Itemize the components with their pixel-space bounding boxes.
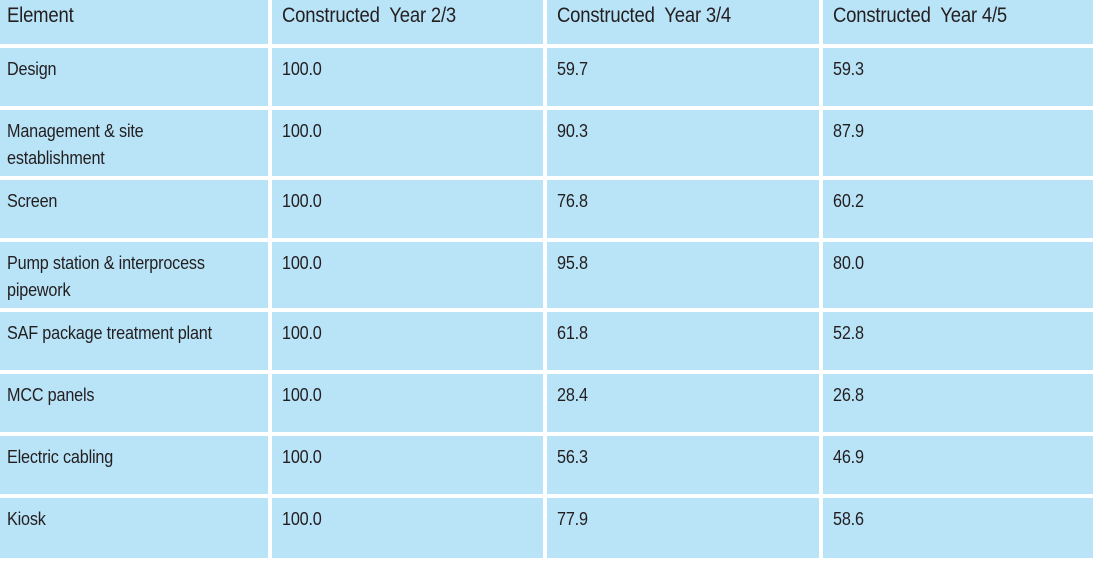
table-row-cell-year-2-3: 100.0 (272, 48, 543, 106)
table-row-cell-year-2-3: 100.0 (272, 498, 543, 558)
table-row-cell-year-3-4: 28.4 (547, 374, 819, 432)
element-label: Management & site establishment (7, 121, 144, 168)
value: 100.0 (282, 385, 322, 405)
table-row-cell-year-3-4: 95.8 (547, 242, 819, 308)
element-label: SAF package treatment plant (7, 323, 212, 343)
header-label: Constructed Year 4/5 (833, 4, 1008, 27)
table-row-cell-element: Kiosk (0, 498, 268, 558)
table-row-cell-year-4-5: 87.9 (823, 110, 1093, 176)
table-row-cell-year-2-3: 100.0 (272, 374, 543, 432)
header-cell-element: Element (0, 0, 268, 44)
table-row-cell-year-3-4: 76.8 (547, 180, 819, 238)
value: 28.4 (557, 385, 588, 405)
table-row-cell-year-3-4: 59.7 (547, 48, 819, 106)
table-row-cell-year-3-4: 56.3 (547, 436, 819, 494)
table-row-cell-year-4-5: 46.9 (823, 436, 1093, 494)
value: 60.2 (833, 191, 864, 211)
table-row-cell-year-2-3: 100.0 (272, 436, 543, 494)
value: 100.0 (282, 253, 322, 273)
value: 58.6 (833, 509, 864, 529)
value: 95.8 (557, 253, 588, 273)
table-row-cell-year-4-5: 59.3 (823, 48, 1093, 106)
value: 26.8 (833, 385, 864, 405)
value: 77.9 (557, 509, 588, 529)
table-row-cell-year-3-4: 61.8 (547, 312, 819, 370)
table-row-cell-year-2-3: 100.0 (272, 312, 543, 370)
header-cell-year-2-3: Constructed Year 2/3 (272, 0, 543, 44)
element-label: Electric cabling (7, 447, 114, 467)
value: 80.0 (833, 253, 864, 273)
header-label: Constructed Year 2/3 (282, 4, 457, 27)
header-cell-year-3-4: Constructed Year 3/4 (547, 0, 819, 44)
table-row-cell-year-3-4: 90.3 (547, 110, 819, 176)
value: 56.3 (557, 447, 588, 467)
value: 90.3 (557, 121, 588, 141)
element-label: Kiosk (7, 509, 46, 529)
table-row-cell-element: Design (0, 48, 268, 106)
value: 61.8 (557, 323, 588, 343)
table-row-cell-year-4-5: 52.8 (823, 312, 1093, 370)
table-row-cell-year-3-4: 77.9 (547, 498, 819, 558)
value: 46.9 (833, 447, 864, 467)
header-label: Constructed Year 3/4 (557, 4, 732, 27)
table-row-cell-year-2-3: 100.0 (272, 110, 543, 176)
header-label: Element (7, 4, 74, 27)
value: 87.9 (833, 121, 864, 141)
table-row-cell-year-2-3: 100.0 (272, 180, 543, 238)
value: 100.0 (282, 447, 322, 467)
table-row-cell-element: MCC panels (0, 374, 268, 432)
table-row-cell-year-2-3: 100.0 (272, 242, 543, 308)
value: 100.0 (282, 323, 322, 343)
value: 100.0 (282, 121, 322, 141)
table-row-cell-year-4-5: 80.0 (823, 242, 1093, 308)
value: 100.0 (282, 59, 322, 79)
element-label: MCC panels (7, 385, 95, 405)
value: 100.0 (282, 509, 322, 529)
element-label: Pump station & interprocess pipework (7, 253, 205, 300)
element-label: Design (7, 59, 57, 79)
table-row-cell-element: Screen (0, 180, 268, 238)
table-row-cell-element: Pump station & interprocess pipework (0, 242, 268, 308)
table-row-cell-element: Electric cabling (0, 436, 268, 494)
table-row-cell-element: SAF package treatment plant (0, 312, 268, 370)
value: 59.7 (557, 59, 588, 79)
value: 59.3 (833, 59, 864, 79)
table-row-cell-year-4-5: 58.6 (823, 498, 1093, 558)
value: 100.0 (282, 191, 322, 211)
value: 52.8 (833, 323, 864, 343)
table-row-cell-element: Management & site establishment (0, 110, 268, 176)
table-row-cell-year-4-5: 26.8 (823, 374, 1093, 432)
element-label: Screen (7, 191, 58, 211)
header-cell-year-4-5: Constructed Year 4/5 (823, 0, 1093, 44)
table-row-cell-year-4-5: 60.2 (823, 180, 1093, 238)
value: 76.8 (557, 191, 588, 211)
